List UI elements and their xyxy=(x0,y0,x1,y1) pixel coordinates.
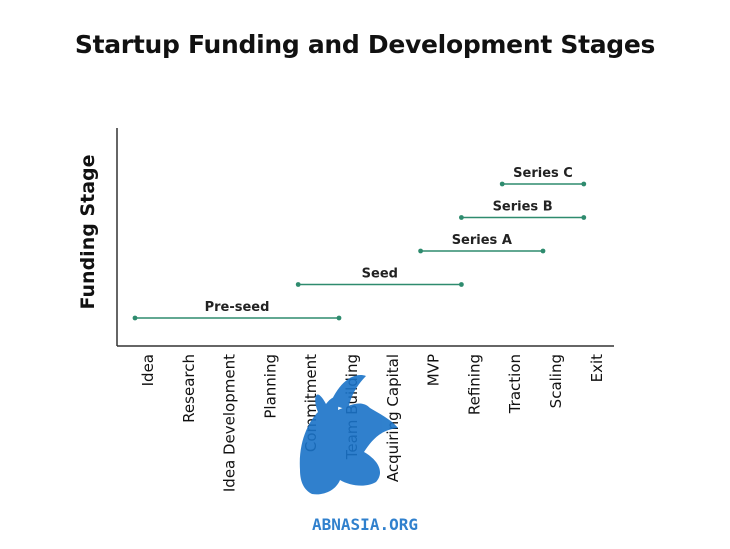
x-tick-label: Traction xyxy=(506,354,524,414)
x-tick-label: Scaling xyxy=(547,354,565,408)
watermark-logo xyxy=(299,375,398,495)
series-group: Pre-seed Seed Series A Series B Series C xyxy=(132,166,587,321)
series-label: Seed xyxy=(362,267,398,282)
series-label: Series A xyxy=(452,233,512,248)
series-label: Pre-seed xyxy=(205,300,270,315)
x-tick-label: Idea Development xyxy=(221,354,239,492)
series-end-point xyxy=(459,282,464,287)
chart-title: Startup Funding and Development Stages xyxy=(74,30,656,59)
series-end-point xyxy=(581,215,587,220)
x-tick-label: Exit xyxy=(588,354,606,383)
x-tick-label: Acquiring Capital xyxy=(384,354,402,482)
y-axis-label: Funding Stage xyxy=(77,154,99,309)
series-start-point xyxy=(418,248,423,254)
series-label: Series C xyxy=(513,166,573,181)
x-tick-label: Refining xyxy=(465,354,483,415)
series-end-point xyxy=(540,248,546,254)
watermark-bird-shape xyxy=(299,394,398,495)
series-start-point xyxy=(499,181,505,187)
axes xyxy=(116,128,614,347)
series-end-point xyxy=(581,181,587,187)
x-tick-label: Idea xyxy=(139,354,157,386)
series-label: Series B xyxy=(493,200,553,215)
x-tick-label: Planning xyxy=(261,354,279,419)
series-start-point xyxy=(295,282,301,287)
series-start-point xyxy=(459,215,464,220)
watermark-wing-shape xyxy=(330,375,366,410)
watermark-text: ABNASIA.ORG xyxy=(312,515,418,534)
x-tick-label: MVP xyxy=(425,354,443,386)
series-start-point xyxy=(132,315,138,321)
series-end-point xyxy=(336,315,342,321)
x-tick-label: Research xyxy=(180,354,198,423)
